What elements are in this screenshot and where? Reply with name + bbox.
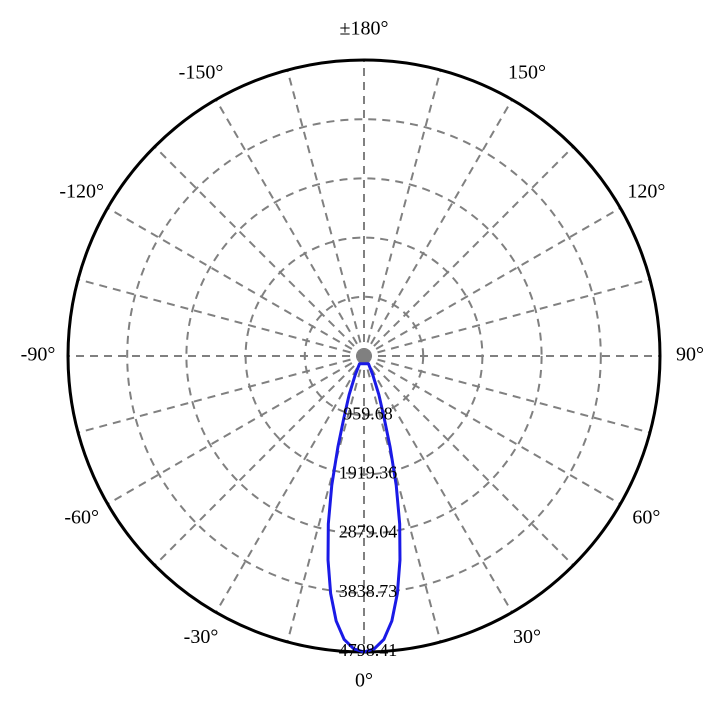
angle-label: -60° [64,507,99,529]
angle-label: ±180° [340,18,389,40]
angle-label: 150° [508,61,546,83]
angle-label: 0° [355,670,373,692]
radial-label: 2879.04 [339,522,398,542]
angle-label: -30° [184,626,219,648]
angle-label: -150° [179,61,224,83]
radial-label: 3838.73 [339,581,398,601]
angle-label: 30° [513,626,541,648]
angle-label: 90° [676,344,704,366]
radial-label: 959.68 [343,403,393,423]
angle-label: 120° [627,181,665,203]
radial-label: 4798.41 [339,640,398,660]
radial-label: 1919.36 [339,463,398,483]
angle-label: -90° [21,344,56,366]
angle-label: 60° [632,507,660,529]
angle-label: -120° [59,181,104,203]
polar-chart: 959.68 1919.36 2879.04 3838.73 4798.41 ±180° 1… [0,0,728,713]
center-dot [357,349,371,363]
